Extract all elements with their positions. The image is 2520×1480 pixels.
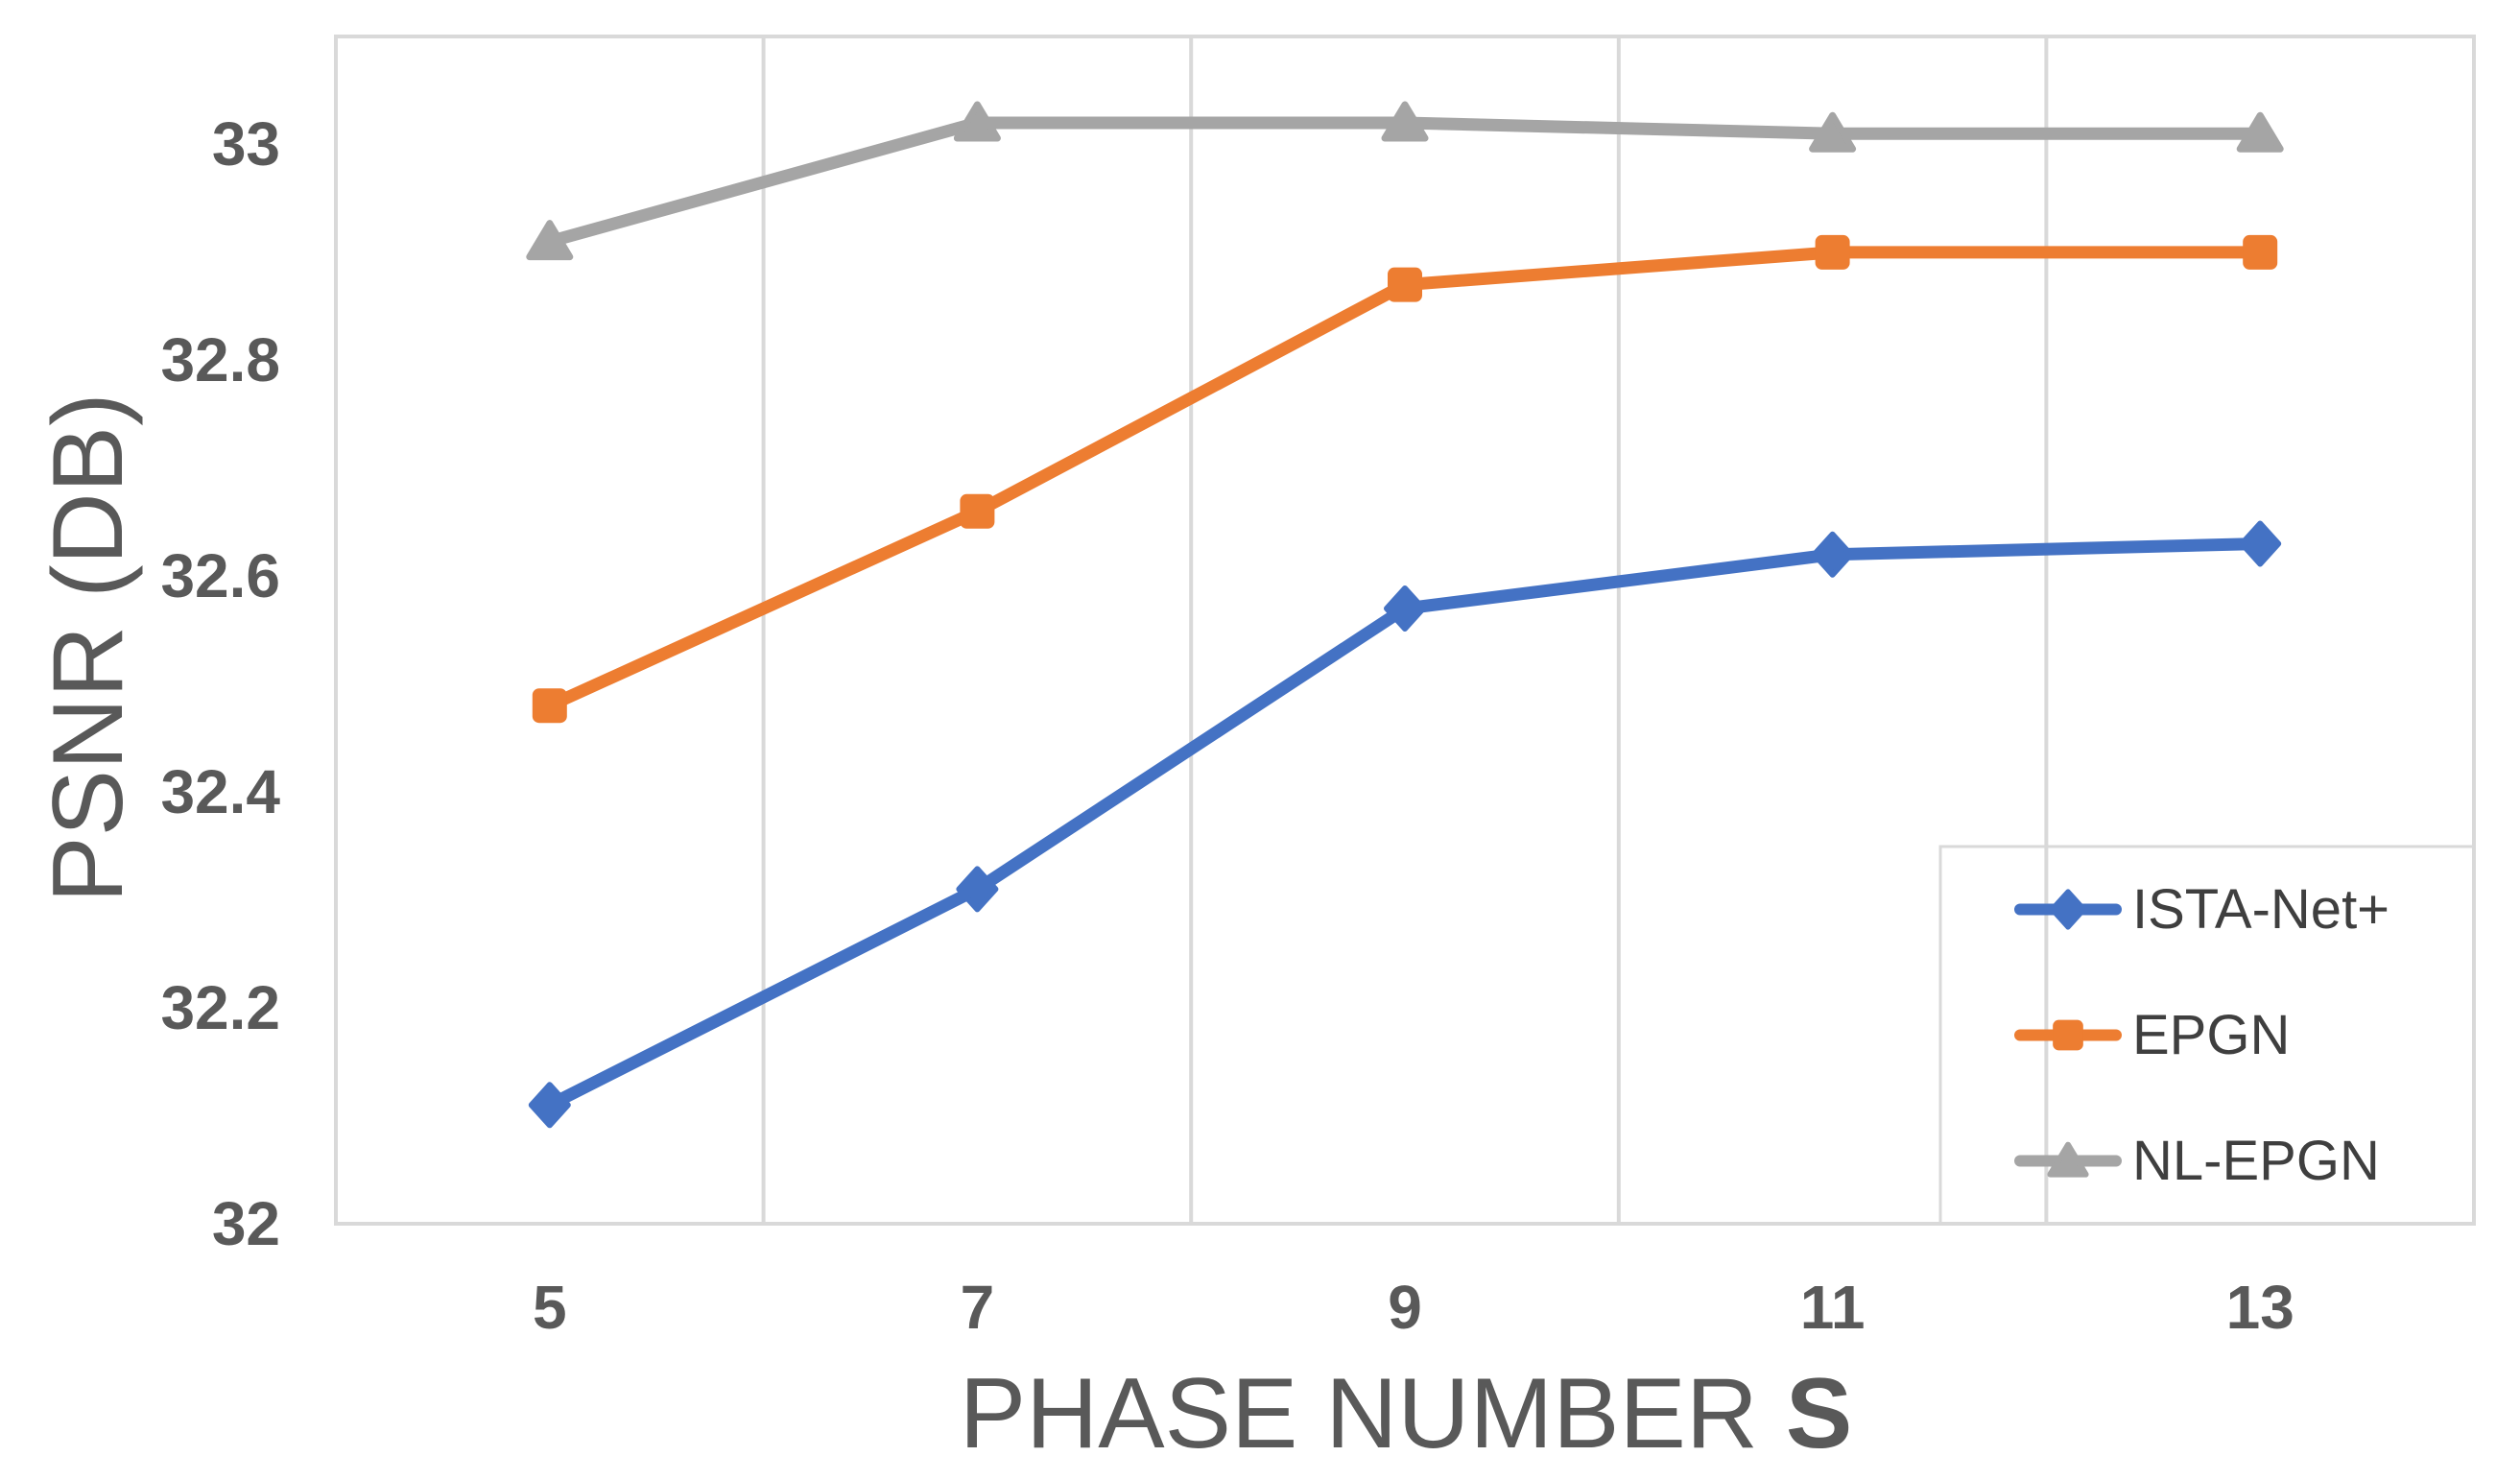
y-tick-label: 33 bbox=[211, 109, 280, 179]
x-tick-label: 5 bbox=[533, 1273, 567, 1342]
y-tick-label: 32.8 bbox=[160, 325, 280, 395]
y-axis-title: PSNR (DB) bbox=[33, 393, 144, 903]
legend-label-nl-epgn: NL-EPGN bbox=[2132, 1129, 2380, 1192]
x-tick-label: 11 bbox=[1799, 1273, 1866, 1342]
x-axis-title: PHASE NUMBER S bbox=[655, 1359, 2156, 1468]
y-tick-label: 32 bbox=[211, 1189, 280, 1258]
x-tick-label: 7 bbox=[960, 1273, 995, 1342]
y-tick-label: 32.2 bbox=[160, 973, 280, 1043]
legend-label-ista-net-plus: ISTA-Net+ bbox=[2132, 877, 2390, 941]
x-axis-title-symbol: S bbox=[1785, 1358, 1853, 1469]
x-axis-title-text: PHASE NUMBER bbox=[959, 1358, 1786, 1469]
legend-label-epgn: EPGN bbox=[2132, 1003, 2291, 1066]
x-tick-label: 13 bbox=[2225, 1273, 2294, 1342]
y-tick-label: 32.4 bbox=[160, 757, 280, 827]
x-tick-label: 9 bbox=[1388, 1273, 1422, 1342]
y-tick-label: 32.6 bbox=[160, 541, 280, 611]
